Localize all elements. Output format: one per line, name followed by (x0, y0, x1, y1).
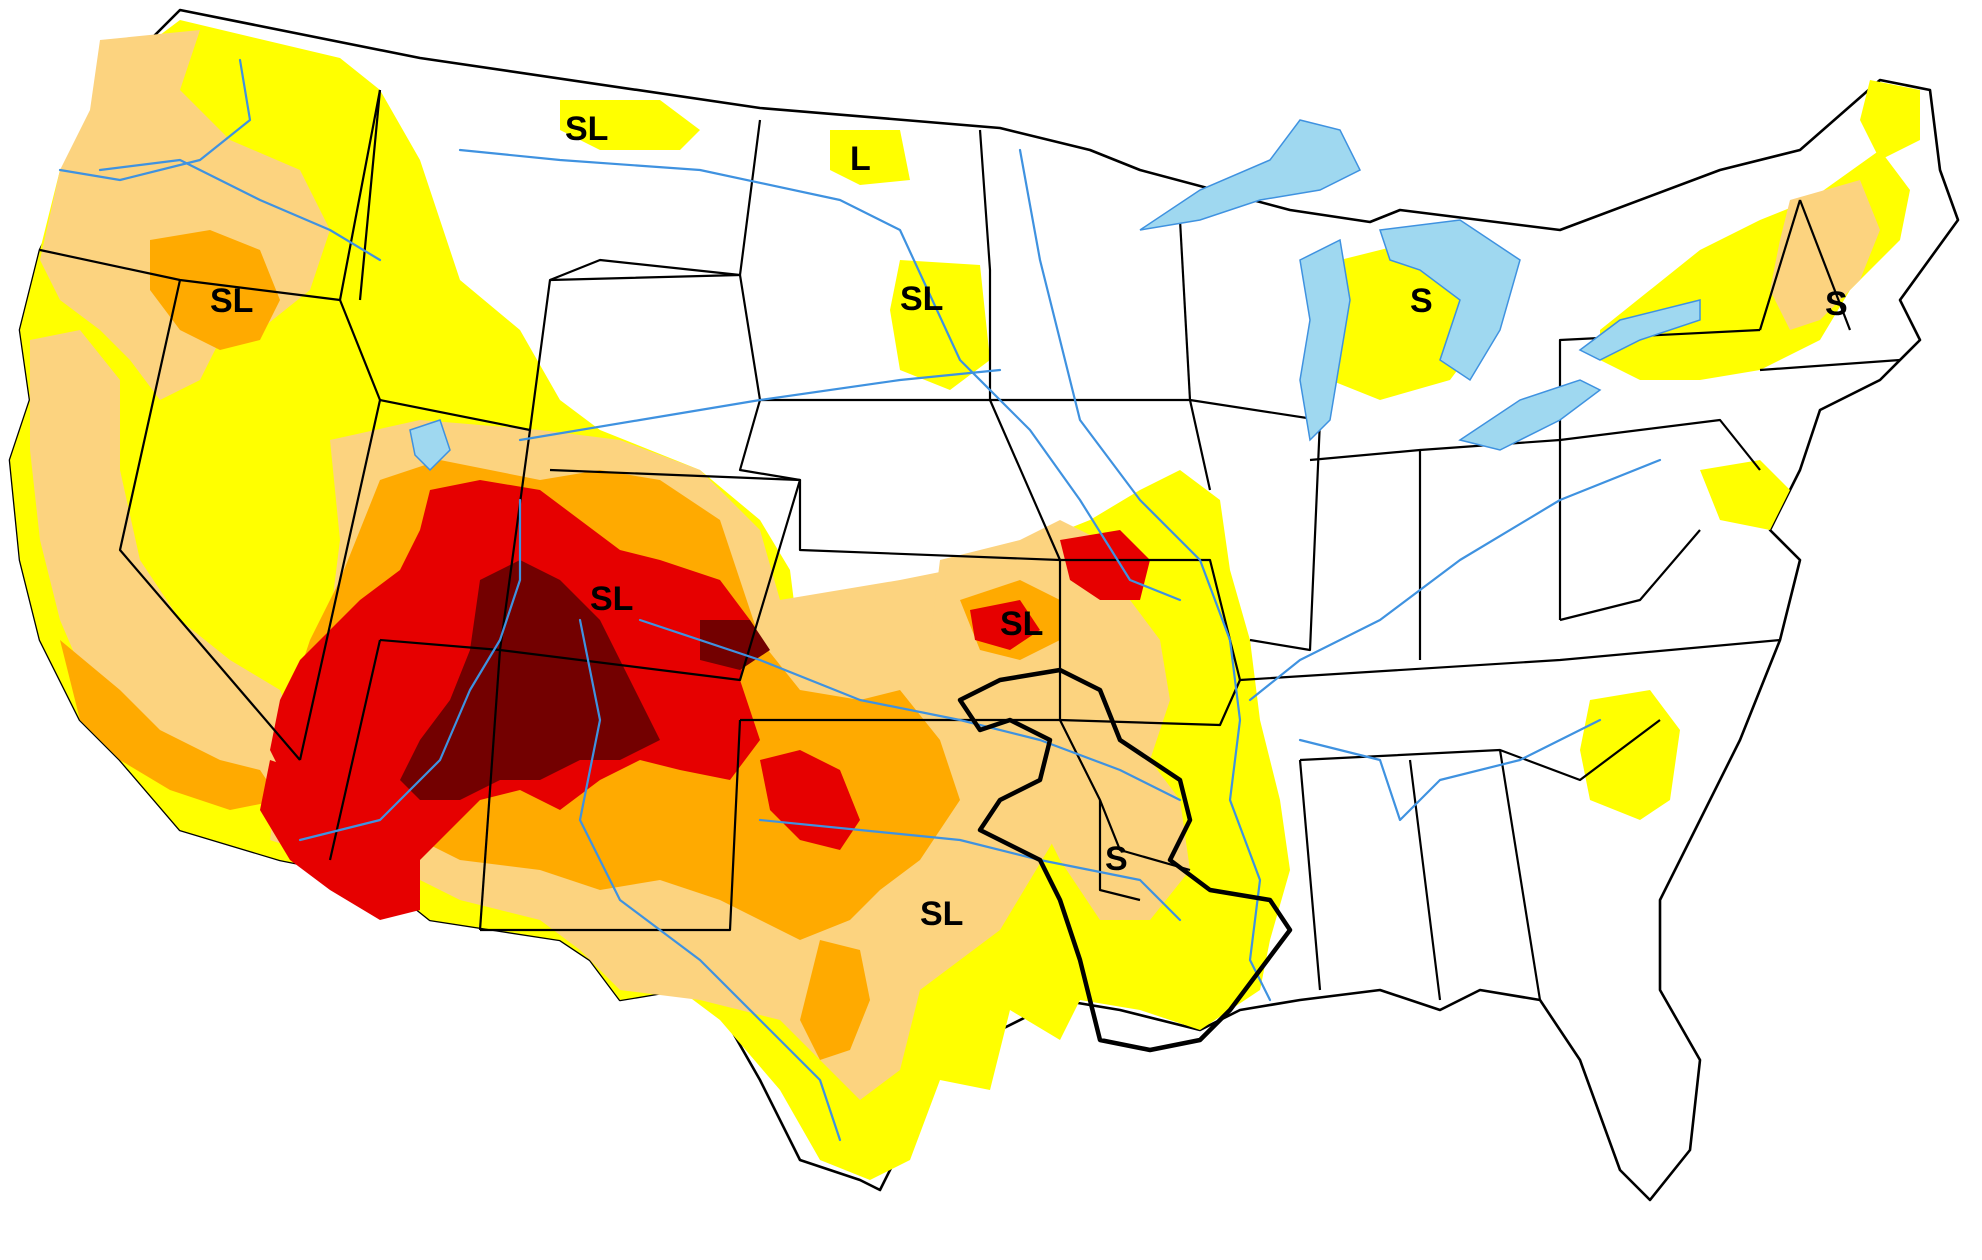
rivers (58, 58, 1662, 1142)
rio-grande (578, 618, 842, 1142)
label-montana: SL (565, 110, 608, 148)
label-arkansas: S (1105, 840, 1128, 878)
snake-river (98, 158, 382, 262)
label-northwest: SL (210, 282, 253, 320)
state-boundaries (39, 89, 1901, 1001)
missouri-river (458, 148, 1182, 602)
label-north-dakota: L (850, 140, 871, 178)
lake-superior (1139, 119, 1362, 231)
d0-south-dakota (890, 260, 990, 390)
label-new-england: S (1825, 285, 1848, 323)
d1-northeast (1770, 180, 1880, 330)
lake-erie (1458, 379, 1602, 451)
red-river (758, 818, 1182, 922)
label-south-dakota: SL (900, 280, 943, 318)
platte-river (518, 368, 1002, 442)
impact-labels: SL SL L SL S S SL SL S SL (210, 110, 1848, 933)
lake-ontario (1578, 299, 1701, 361)
label-michigan: S (1410, 282, 1433, 320)
label-texas: SL (920, 895, 963, 933)
d3-oklahoma (760, 750, 860, 850)
d0-mid-atlantic (1700, 460, 1790, 530)
d0-maine (1860, 80, 1920, 160)
colorado-river (298, 498, 522, 842)
arkansas-river (638, 618, 1182, 802)
d2-oregon (150, 230, 280, 350)
great-salt-lake (409, 419, 451, 472)
d3-missouri (1060, 530, 1150, 600)
mississippi-river (1018, 148, 1272, 1002)
tennessee-river (1298, 718, 1602, 822)
label-colorado: SL (590, 580, 633, 618)
label-kansas-missouri: SL (1000, 605, 1043, 643)
d3-arizona (260, 760, 420, 920)
ohio-river (1248, 458, 1662, 702)
d2-california (60, 640, 280, 810)
ozark-boundary (957, 667, 1293, 1053)
d0-north-dakota (560, 100, 700, 150)
d2-texas-south (800, 940, 870, 1060)
lake-michigan (1299, 238, 1351, 442)
d0-nd-east (830, 130, 910, 185)
lake-huron (1378, 219, 1521, 382)
columbia-river (58, 58, 252, 182)
water-bodies (409, 119, 1701, 472)
d3-kansas (970, 600, 1040, 650)
